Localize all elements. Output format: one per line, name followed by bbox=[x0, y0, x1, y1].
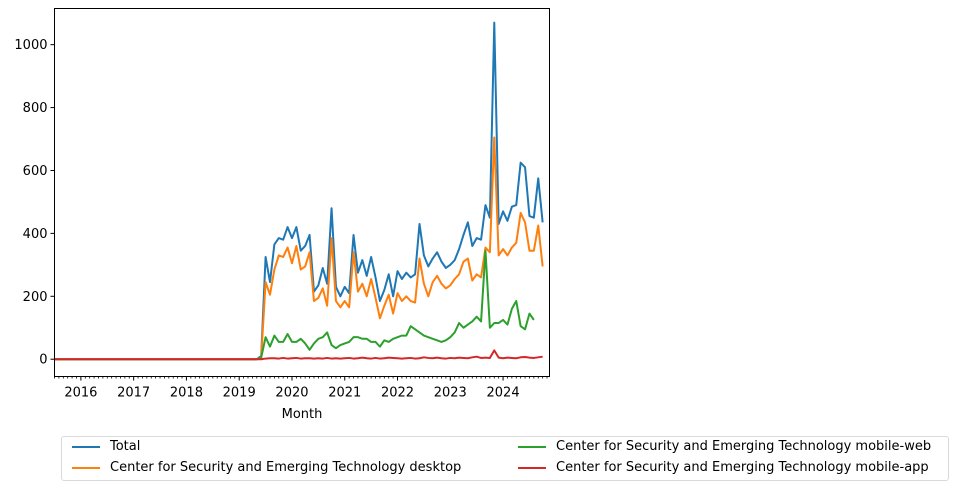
legend-item-desktop[interactable]: Center for Security and Emerging Technol… bbox=[72, 460, 461, 475]
series-line-3 bbox=[54, 349, 543, 361]
y-tick-label: 200 bbox=[23, 290, 48, 305]
x-tick-label: 2018 bbox=[170, 386, 203, 401]
legend-item-mobile-web[interactable]: Center for Security and Emerging Technol… bbox=[518, 439, 931, 454]
legend-label-desktop: Center for Security and Emerging Technol… bbox=[110, 460, 462, 475]
legend-swatch-total bbox=[72, 445, 100, 448]
series-lines bbox=[54, 21, 544, 361]
x-tick-label: 2020 bbox=[275, 386, 308, 401]
legend-swatch-mobile-app bbox=[518, 466, 546, 469]
x-tick-label: 2022 bbox=[381, 386, 414, 401]
y-tick-label: 400 bbox=[23, 227, 48, 242]
y-tick-label: 800 bbox=[23, 101, 48, 116]
legend-swatch-mobile-web bbox=[518, 445, 546, 448]
y-axis-ticks: 0 200 400 600 800 1000 bbox=[14, 38, 55, 368]
legend-item-mobile-app[interactable]: Center for Security and Emerging Technol… bbox=[518, 460, 929, 475]
x-tick-label: 2024 bbox=[487, 386, 520, 401]
legend-label-mobile-app: Center for Security and Emerging Technol… bbox=[556, 460, 929, 475]
y-tick-label: 600 bbox=[23, 164, 48, 179]
legend-label-mobile-web: Center for Security and Emerging Technol… bbox=[556, 439, 932, 454]
x-axis-label: Month bbox=[282, 407, 323, 422]
x-tick-label: 2016 bbox=[64, 386, 97, 401]
legend-label-total: Total bbox=[110, 439, 141, 454]
y-tick-label: 1000 bbox=[14, 38, 47, 53]
x-axis-ticks: 2016 2017 2018 2019 2020 2021 2022 2023 2024 bbox=[54, 376, 548, 401]
x-tick-label: 2019 bbox=[223, 386, 256, 401]
x-tick-label: 2021 bbox=[328, 386, 361, 401]
x-tick-label: 2017 bbox=[117, 386, 150, 401]
plot-frame bbox=[54, 8, 550, 377]
legend-item-total[interactable]: Total bbox=[72, 439, 140, 454]
x-tick-label: 2023 bbox=[434, 386, 467, 401]
legend: Total Center for Security and Emerging T… bbox=[61, 436, 949, 481]
y-tick-label: 0 bbox=[39, 353, 47, 368]
plot-background bbox=[54, 8, 550, 377]
legend-swatch-desktop bbox=[72, 466, 100, 469]
